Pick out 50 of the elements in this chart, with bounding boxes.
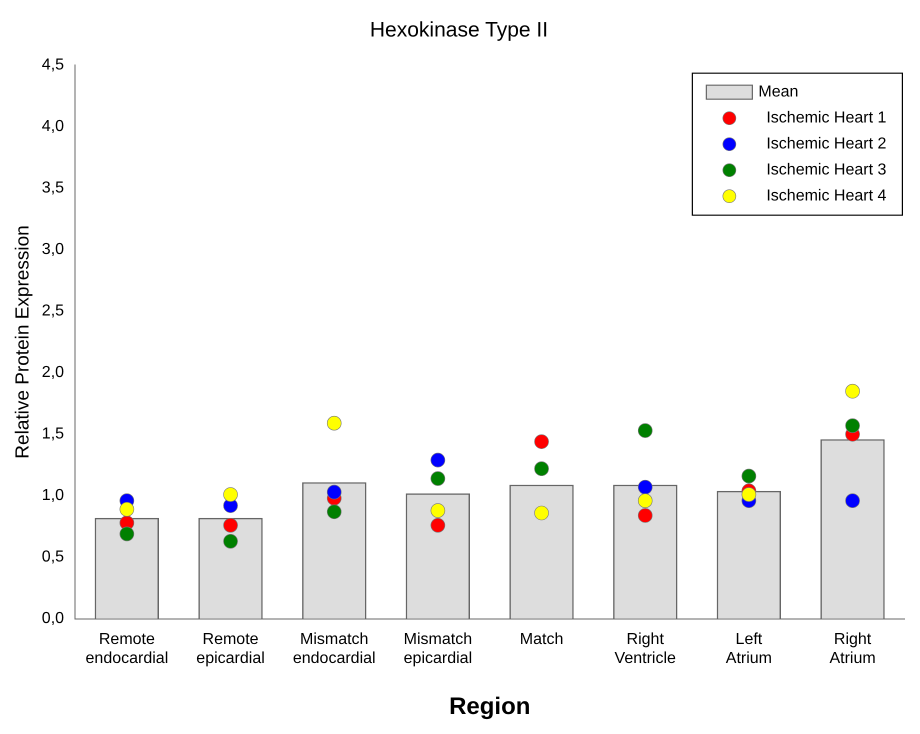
y-tick-label: 1,5: [42, 426, 64, 443]
x-tick-label: Remote epicardial: [196, 630, 265, 668]
y-tick-label: 2,0: [42, 364, 64, 382]
point: [534, 461, 549, 476]
point: [742, 487, 756, 502]
point: [638, 493, 653, 508]
y-tick-label: 1,0: [42, 487, 64, 504]
legend-label: Ischemic Heart 1: [766, 110, 886, 127]
point: [223, 518, 238, 533]
point: [638, 508, 653, 523]
point: [638, 423, 653, 438]
x-tick-label: Match: [520, 630, 564, 648]
x-tick-label: Right Ventricle: [614, 630, 676, 668]
point: [430, 503, 446, 518]
point: [742, 468, 756, 484]
chart-title: Hexokinase Type II: [370, 18, 548, 42]
point: [534, 434, 549, 449]
y-tick-label: 4,5: [42, 56, 64, 74]
y-tick-label: 3,5: [42, 180, 64, 197]
x-tick-label: Remote endocardial: [86, 630, 168, 668]
y-tick-label: 4,0: [42, 118, 64, 136]
legend-label: Ischemic Heart 2: [766, 136, 886, 153]
y-tick-label: 3,0: [42, 241, 64, 258]
point: [326, 484, 342, 500]
legend-label: Mean: [758, 84, 798, 101]
y-tick-label: 0,0: [42, 610, 64, 628]
legend-label: Ischemic Heart 4: [766, 188, 886, 205]
point: [326, 504, 342, 520]
x-axis-title: Region: [449, 693, 530, 720]
x-tick-label: Mismatch epicardial: [404, 630, 472, 668]
point: [326, 416, 342, 430]
point: [430, 452, 446, 468]
y-axis-title: Relative Protein Expression: [12, 225, 34, 459]
point: [223, 534, 238, 549]
point: [845, 384, 860, 399]
point: [430, 471, 446, 486]
point: [430, 518, 446, 533]
point: [120, 526, 134, 542]
point: [223, 487, 238, 502]
y-tick-label: 2,5: [42, 302, 64, 320]
point: [845, 493, 860, 508]
x-tick-label: Right Atrium: [829, 630, 876, 668]
point: [845, 418, 860, 433]
point: [120, 502, 134, 517]
point: [534, 506, 549, 520]
legend-label: Ischemic Heart 3: [766, 162, 886, 179]
y-tick-label: 0,5: [42, 548, 64, 566]
x-tick-label: Left Atrium: [726, 630, 772, 668]
point: [638, 480, 653, 494]
x-tick-label: Mismatch endocardial: [292, 630, 376, 668]
